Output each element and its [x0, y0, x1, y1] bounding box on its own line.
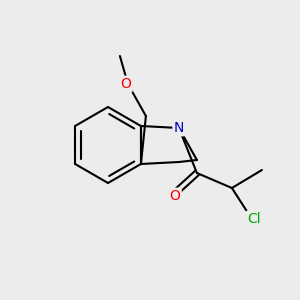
- Text: N: N: [174, 121, 184, 135]
- Text: O: O: [169, 189, 180, 203]
- Text: O: O: [121, 77, 131, 91]
- Text: Cl: Cl: [247, 212, 261, 226]
